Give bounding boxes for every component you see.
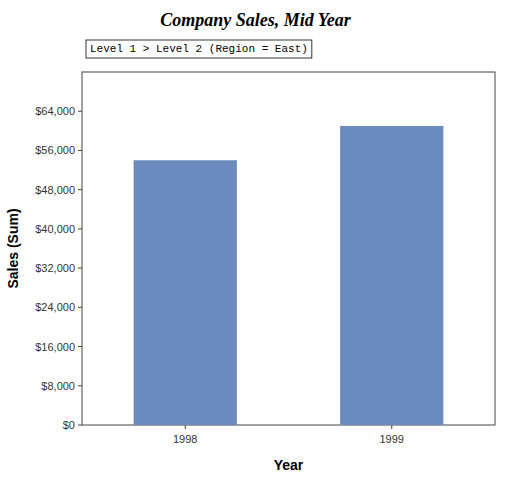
y-tick-label: $0 [63,419,75,431]
bar [340,126,443,425]
x-tick-label: 1999 [380,433,404,445]
y-tick-label: $24,000 [35,301,75,313]
y-tick-label: $16,000 [35,341,75,353]
breadcrumb-text: Level 1 > Level 2 (Region = East) [90,43,308,55]
y-axis-label: Sales (Sum) [5,208,21,288]
y-tick [78,150,82,151]
y-tick [78,111,82,112]
y-tick-label: $8,000 [41,380,75,392]
y-tick-label: $56,000 [35,144,75,156]
bar [134,160,237,425]
y-tick [78,346,82,347]
x-tick [185,425,186,429]
y-tick-label: $64,000 [35,105,75,117]
bars [134,126,444,425]
x-tick [391,425,392,429]
y-tick-label: $32,000 [35,262,75,274]
y-tick-label: $40,000 [35,223,75,235]
title: Company Sales, Mid Year [160,10,352,30]
plot-frame [82,72,495,425]
y-tick [78,307,82,308]
x-tick-label: 1998 [173,433,197,445]
y-tick [78,385,82,386]
y-tick [78,189,82,190]
breadcrumb: Level 1 > Level 2 (Region = East) [86,40,312,58]
chart: Company Sales, Mid Year Level 1 > Level 2… [0,0,511,495]
x-axis-label: Year [274,457,304,473]
y-tick-label: $48,000 [35,184,75,196]
y-tick [78,425,82,426]
breadcrumb-box [86,40,312,58]
y-tick [78,228,82,229]
y-tick [78,268,82,269]
